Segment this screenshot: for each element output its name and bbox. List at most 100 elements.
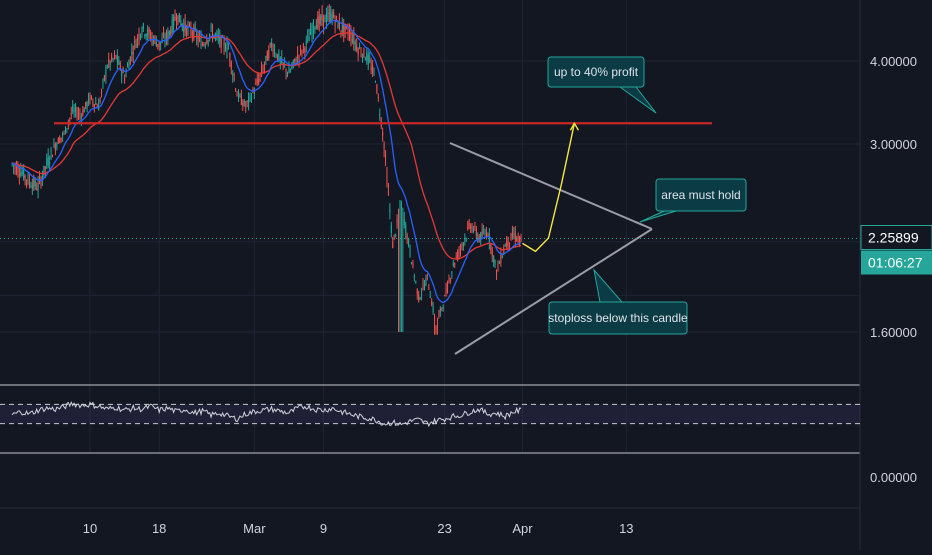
candle-up <box>290 70 291 71</box>
candle-up <box>121 72 122 75</box>
candle-down <box>460 245 461 250</box>
candle-up <box>411 262 412 264</box>
candle-down <box>469 223 470 227</box>
candle-up <box>179 13 180 22</box>
candle-up <box>136 44 137 48</box>
candle-up <box>117 55 118 61</box>
candle-down <box>55 144 56 150</box>
candle-down <box>496 270 497 275</box>
candle-down <box>79 114 80 115</box>
candle-down <box>206 40 207 43</box>
candle-down <box>434 316 435 319</box>
candle-down <box>26 180 27 181</box>
candle-down <box>25 176 26 179</box>
candle-down <box>467 227 468 229</box>
candle-up <box>466 238 467 239</box>
candle-up <box>13 165 14 166</box>
candle-up <box>180 21 181 25</box>
candle-down <box>476 231 477 236</box>
candle-down <box>363 48 364 56</box>
candle-down <box>45 167 46 169</box>
candle-down <box>454 263 455 264</box>
candle-up <box>493 256 494 263</box>
candle-down <box>417 289 418 295</box>
candle-down <box>398 216 399 217</box>
candle-down <box>78 112 79 115</box>
candle-down <box>245 107 246 108</box>
candle-up <box>291 66 292 68</box>
candle-up <box>374 71 375 72</box>
candle-up <box>451 273 452 274</box>
candle-up <box>127 66 128 67</box>
candle-down <box>115 56 116 59</box>
candle-up <box>239 94 240 96</box>
candle-up <box>107 67 108 68</box>
candle-up <box>485 233 486 235</box>
candle-up <box>365 59 366 60</box>
candle-up <box>146 34 147 37</box>
candle-down <box>304 48 305 52</box>
candle-up <box>404 219 405 225</box>
candle-up <box>332 14 333 20</box>
candle-down <box>33 179 34 187</box>
candle-up <box>275 56 276 57</box>
candle-down <box>372 66 373 73</box>
candle-down <box>412 262 413 267</box>
candle-up <box>225 49 226 50</box>
candle-down <box>237 95 238 96</box>
candle-up <box>405 224 406 233</box>
candle-down <box>134 41 135 42</box>
candle-up <box>209 34 210 36</box>
candle-down <box>260 74 261 76</box>
candle-up <box>414 276 415 278</box>
candle-up <box>88 97 89 103</box>
candle-down <box>247 101 248 102</box>
candle-down <box>376 85 377 93</box>
candle-up <box>499 263 500 264</box>
candle-down <box>486 232 487 237</box>
candle-down <box>438 314 439 315</box>
candle-down <box>100 99 101 102</box>
candle-up <box>74 109 75 111</box>
candle-up <box>226 43 227 52</box>
candle-down <box>294 59 295 62</box>
candle-down <box>175 17 176 20</box>
candle-down <box>104 76 105 80</box>
candle-up <box>211 26 212 27</box>
candle-up <box>399 206 400 210</box>
candle-down <box>198 37 199 40</box>
candle-down <box>133 53 134 55</box>
candle-up <box>287 73 288 74</box>
candle-up <box>369 60 370 61</box>
candle-up <box>20 172 21 176</box>
candle-down <box>397 219 398 223</box>
candle-down <box>428 289 429 290</box>
price-axis-tick-label: 3.00000 <box>870 137 917 152</box>
candle-down <box>356 46 357 50</box>
candle-up <box>433 306 434 312</box>
candle-up <box>110 61 111 65</box>
candle-up <box>440 308 441 313</box>
candle-down <box>177 15 178 24</box>
candle-down <box>340 30 341 31</box>
candle-down <box>461 245 462 246</box>
candle-down <box>333 12 334 18</box>
candle-down <box>273 50 274 53</box>
candle-down <box>497 264 498 266</box>
candle-down <box>52 155 53 157</box>
candle-down <box>371 66 372 71</box>
candle-down <box>101 90 102 93</box>
candle-down <box>329 13 330 14</box>
candle-up <box>395 234 396 235</box>
candle-up <box>128 63 129 69</box>
candle-up <box>288 69 289 73</box>
candle-down <box>394 235 395 236</box>
candle-down <box>150 37 151 40</box>
candle-down <box>69 118 70 119</box>
candle-down <box>510 233 511 240</box>
candle-down <box>159 42 160 47</box>
candle-up <box>87 102 88 107</box>
